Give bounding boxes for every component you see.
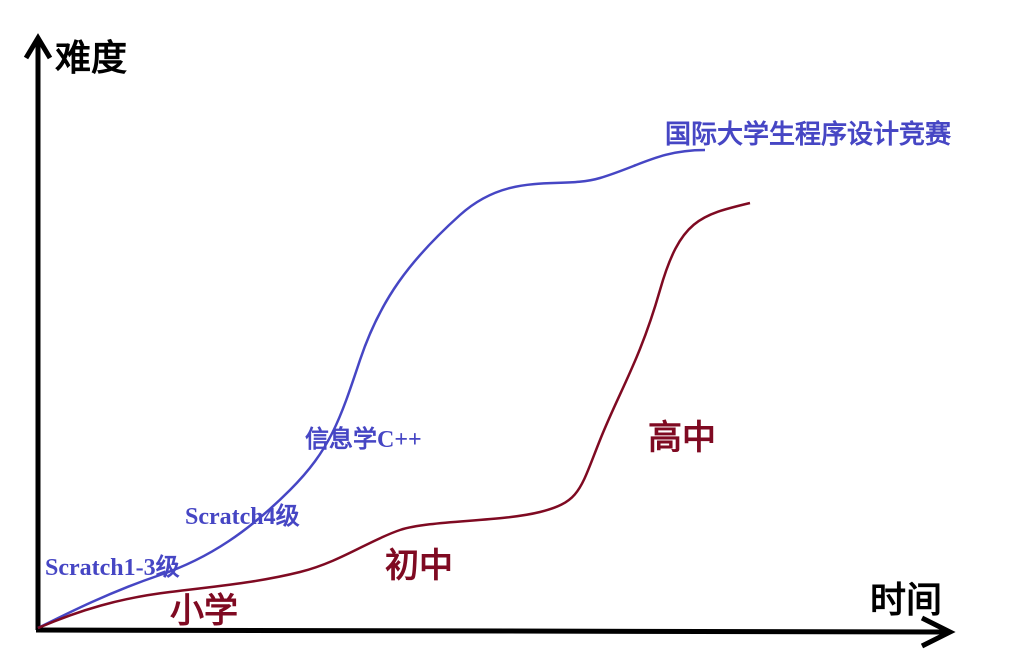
- blue-curve: [37, 148, 706, 630]
- stage-label: 信息学C++: [305, 425, 422, 453]
- school-label: 小学: [170, 591, 238, 630]
- school-label: 高中: [648, 419, 716, 457]
- stage-label: Scratch1-3级: [45, 553, 180, 581]
- y-axis-label: 难度: [55, 38, 127, 78]
- stage-label: Scratch4级: [185, 502, 300, 530]
- red-curve: [37, 201, 751, 630]
- x-axis-label: 时间: [870, 580, 942, 620]
- y-axis-arrow: [23, 33, 53, 60]
- x-axis: [35, 627, 949, 635]
- stage-label: 国际大学生程序设计竞赛: [665, 119, 952, 149]
- school-label: 初中: [385, 547, 453, 585]
- x-axis-arrow: [920, 615, 956, 649]
